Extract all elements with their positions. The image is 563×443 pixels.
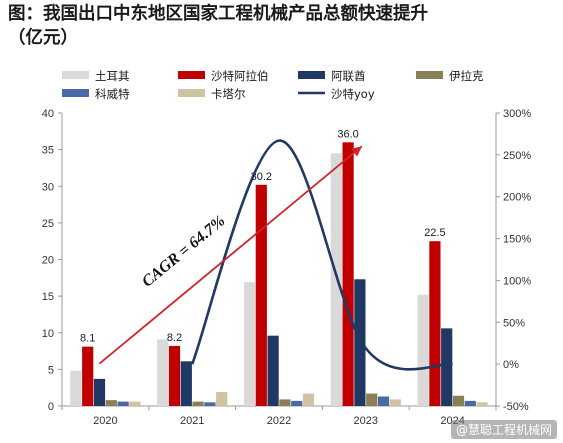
x-tick-label: 2022 <box>267 415 291 427</box>
legend-label: 土耳其 <box>95 69 130 83</box>
legend-label: 伊拉克 <box>449 69 484 83</box>
y-tick-label-right: 50% <box>503 317 525 329</box>
bar <box>476 402 488 406</box>
bar <box>366 393 378 406</box>
bar <box>243 282 256 406</box>
bar <box>204 402 216 406</box>
bar <box>452 395 465 406</box>
y-tick-label-left: 15 <box>42 291 54 303</box>
y-tick-label-right: 250% <box>503 150 531 162</box>
cagr-label: CAGR = 64.7% <box>139 212 228 290</box>
legend-swatch <box>178 89 205 97</box>
y-tick-label-left: 10 <box>42 328 54 340</box>
bar <box>342 142 354 407</box>
legend-swatch <box>62 89 89 97</box>
bar <box>389 399 401 406</box>
y-tick-label-left: 5 <box>48 364 54 376</box>
y-tick-label-right: -50% <box>503 401 529 413</box>
legend-label: 沙特yoy <box>331 87 375 101</box>
bar <box>291 400 303 406</box>
bar <box>441 328 453 406</box>
bar <box>70 370 82 406</box>
data-label: 8.1 <box>80 333 95 345</box>
bar <box>354 279 366 406</box>
y-tick-label-right: 0% <box>503 359 519 371</box>
bar <box>216 392 228 406</box>
bar <box>93 378 106 406</box>
title-line-1: 图：我国出口中东地区国家工程机械产品总额快速提升 <box>8 4 428 24</box>
y-tick-label-left: 20 <box>42 255 54 267</box>
legend-swatch <box>62 71 89 79</box>
bar <box>157 339 169 406</box>
bar <box>129 401 141 406</box>
y-tick-label-right: 100% <box>503 275 531 287</box>
bar <box>417 294 429 406</box>
legend-swatch <box>416 71 443 79</box>
x-tick-label: 2023 <box>354 415 378 427</box>
bar <box>279 399 291 406</box>
legend-label: 阿联酋 <box>331 69 366 83</box>
data-label: 22.5 <box>424 227 445 239</box>
data-label: 8.2 <box>167 332 182 344</box>
bar <box>267 335 279 406</box>
y-tick-label-right: 200% <box>503 192 531 204</box>
legend-label: 卡塔尔 <box>211 87 246 101</box>
legend-label: 沙特阿拉伯 <box>211 69 269 83</box>
x-tick-label: 2020 <box>93 415 117 427</box>
bar <box>464 400 476 406</box>
data-label: 36.0 <box>337 128 358 140</box>
bar <box>377 396 390 406</box>
y-tick-label-right: 150% <box>503 234 531 246</box>
title-line-2: （亿元） <box>8 28 78 48</box>
y-tick-label-right: 300% <box>503 108 531 120</box>
bar <box>105 400 117 406</box>
legend-swatch <box>298 71 325 79</box>
cagr-arrow <box>98 145 363 365</box>
x-tick-label: 2021 <box>180 415 204 427</box>
y-tick-label-left: 35 <box>42 145 54 157</box>
watermark: @慧聪工程机械网 <box>450 420 557 439</box>
bar <box>82 346 94 406</box>
legend-label: 科威特 <box>95 87 130 101</box>
bar <box>117 401 129 406</box>
y-tick-label-left: 0 <box>48 401 54 413</box>
bar <box>180 361 192 406</box>
y-tick-label-left: 25 <box>42 218 54 230</box>
data-label: 30.2 <box>251 171 272 183</box>
y-tick-label-left: 30 <box>42 181 54 193</box>
chart-title: 图：我国出口中东地区国家工程机械产品总额快速提升 （亿元） <box>8 2 558 50</box>
legend-swatch <box>178 71 205 79</box>
bar <box>255 184 267 406</box>
bar <box>429 241 441 406</box>
bar <box>302 393 315 406</box>
y-tick-label-left: 40 <box>42 108 54 120</box>
bar <box>168 345 181 406</box>
bar <box>192 401 204 406</box>
cagr-arrowhead <box>350 146 362 157</box>
